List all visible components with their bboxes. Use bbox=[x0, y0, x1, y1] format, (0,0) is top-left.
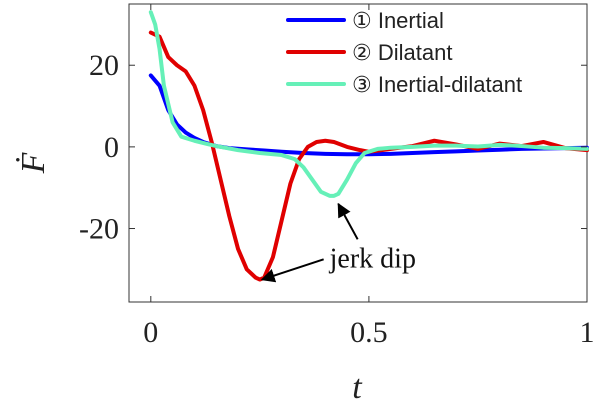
plot-frame bbox=[128, 3, 588, 303]
y-axis-label: Ḟ bbox=[15, 151, 52, 174]
series-line-1 bbox=[148, 73, 589, 157]
legend-label-1: ① Inertial bbox=[352, 8, 444, 33]
series-layer bbox=[148, 10, 589, 282]
annotation-arrow-2 bbox=[337, 202, 359, 240]
legend-label-2: ② Dilatant bbox=[352, 40, 452, 65]
ticks-layer: 0 0.5 1 -20 0 20 bbox=[79, 4, 595, 349]
plot-area bbox=[128, 3, 588, 303]
x-tick-label: 0.5 bbox=[350, 316, 388, 349]
x-tick-label: 0 bbox=[143, 316, 158, 349]
annotation-layer: jerk dip bbox=[260, 202, 416, 283]
series-line-3 bbox=[148, 10, 589, 198]
legend-label-3: ③ Inertial-dilatant bbox=[352, 72, 522, 97]
annotation-text: jerk dip bbox=[329, 243, 416, 274]
legend: ① Inertial ② Dilatant ③ Inertial-dilatant bbox=[286, 8, 522, 97]
y-tick-label: -20 bbox=[79, 213, 119, 246]
y-tick-label: 20 bbox=[89, 49, 119, 82]
x-axis-label: t bbox=[352, 369, 363, 406]
x-tick-label: 1 bbox=[580, 316, 595, 349]
annotation-arrow-1 bbox=[260, 258, 324, 283]
y-tick-label: 0 bbox=[104, 131, 119, 164]
